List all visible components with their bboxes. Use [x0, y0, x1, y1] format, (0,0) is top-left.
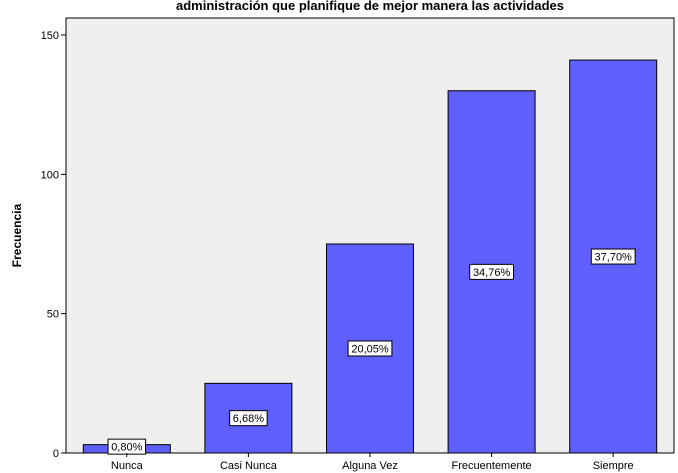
chart-title: administración que planifique de mejor m…	[176, 0, 564, 13]
x-tick-label: Alguna Vez	[342, 460, 398, 472]
data-label-box	[590, 248, 636, 265]
x-tick-label: Siempre	[593, 460, 634, 472]
data-label-box	[469, 263, 515, 280]
y-tick-label: 0	[53, 448, 59, 460]
data-label: 34,76%	[473, 267, 511, 279]
data-label: 6,68%	[233, 413, 264, 425]
data-label-box	[347, 340, 393, 357]
data-label-layer: 0,80% 6,68% 20,05% 34,76% 37,70%	[107, 248, 636, 455]
y-tick-label: 50	[47, 309, 59, 321]
y-tick-label: 150	[41, 30, 59, 42]
axis-layer: 0 50 100 150	[41, 30, 66, 460]
data-label: 0,80%	[111, 442, 142, 454]
y-tick-label: 100	[41, 169, 59, 181]
data-label: 37,70%	[595, 252, 633, 264]
data-label-box	[229, 410, 268, 427]
x-tick-label: Casi Nunca	[220, 460, 278, 472]
x-tick-label: Nunca	[111, 460, 144, 472]
x-tick-layer: Nunca Casi Nunca Alguna Vez Frecuentemente S…	[111, 453, 634, 472]
y-axis-label: Frecuencia	[10, 203, 24, 267]
data-label: 20,05%	[351, 344, 389, 356]
x-tick-label: Frecuentemente	[452, 460, 532, 472]
